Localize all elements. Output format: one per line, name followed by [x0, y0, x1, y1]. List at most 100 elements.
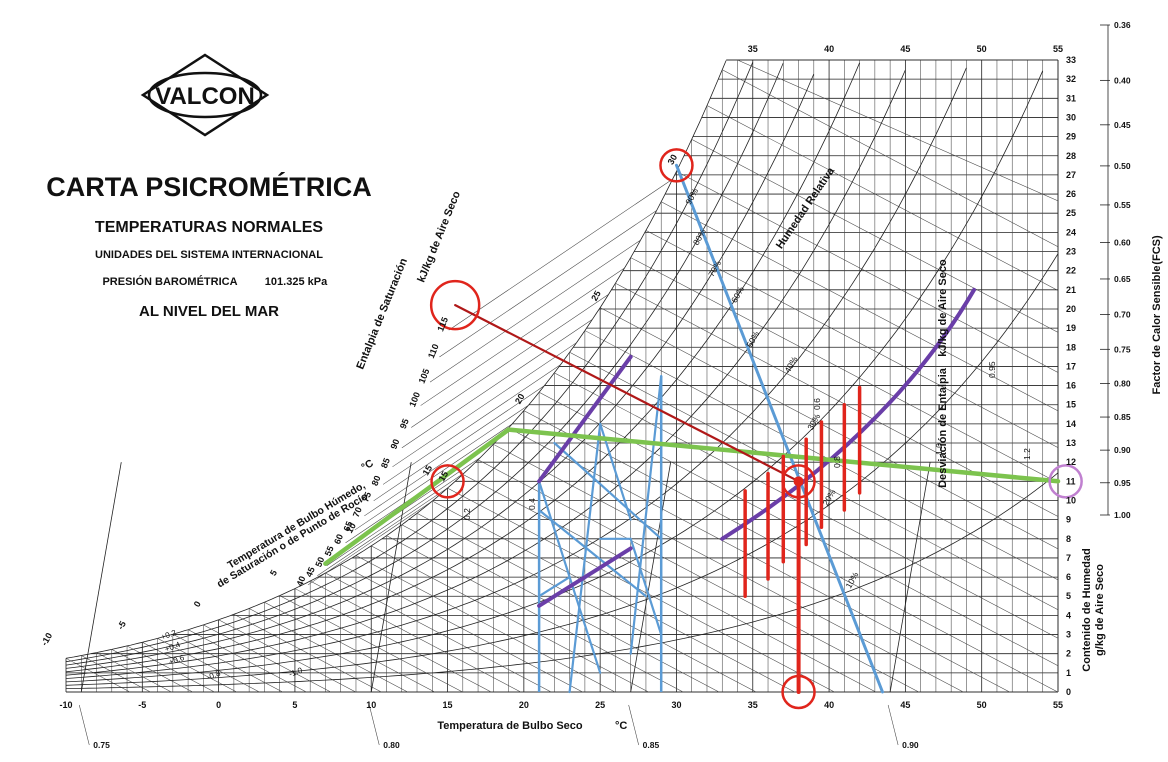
- rh-curve: [65, 61, 754, 663]
- y-tick-label: 24: [1066, 227, 1076, 237]
- y-tick-label: 29: [1066, 132, 1076, 142]
- epsilon-label: 0.6: [812, 398, 822, 410]
- rh-label: 60%: [729, 284, 746, 304]
- volume-scale-tick: [628, 704, 639, 746]
- purple-line: [720, 287, 977, 541]
- y-tick-label: 9: [1066, 515, 1071, 525]
- volume-tick-label: 0.80: [383, 740, 400, 750]
- shr-tick-label: 0.45: [1114, 120, 1131, 130]
- blue-cross-line: [568, 422, 602, 694]
- x-tick-label: 40: [824, 700, 834, 710]
- highlight-circle-red: [659, 148, 694, 183]
- wetbulb-line: [172, 633, 283, 693]
- y-tick-label: 18: [1066, 342, 1076, 352]
- highlight-circle-red: [429, 279, 481, 331]
- enthalpy-scale-line: [317, 487, 449, 576]
- volume-line: [80, 462, 122, 693]
- enthalpy-scale-line: [382, 364, 561, 485]
- x-tick-label: 0: [216, 700, 221, 710]
- shr-tick-label: 0.50: [1114, 161, 1131, 171]
- enthalpy-dev-title: Desviación de Entalpia: [937, 367, 949, 488]
- enthalpy-tick-label: 90: [388, 438, 401, 451]
- enthalpy-scale-line: [439, 210, 657, 358]
- shr-tick-label: 0.80: [1114, 378, 1131, 388]
- shr-tick-label: 0.95: [1114, 478, 1131, 488]
- enthalpy-tick-label: 85: [379, 457, 392, 470]
- wetbulb-line: [722, 69, 1059, 247]
- enthalpy-tick-label: 95: [398, 417, 411, 430]
- y-tick-label: 17: [1066, 361, 1076, 371]
- level-label: AL NIVEL DEL MAR: [139, 303, 279, 320]
- wetbulb-line: [462, 474, 876, 693]
- x-tick-label: 35: [748, 700, 758, 710]
- y-tick-label: 20: [1066, 304, 1076, 314]
- wetbulb-tick-label: 15: [421, 463, 435, 477]
- green-line: [323, 427, 1061, 566]
- wetbulb-axis-unit: °C: [359, 457, 376, 474]
- wetbulb-line: [294, 588, 492, 693]
- wetbulb-line: [661, 201, 1059, 412]
- wetbulb-line: [615, 283, 1059, 517]
- wetbulb-tick-label: 10: [344, 521, 358, 535]
- wetbulb-line: [630, 257, 1059, 484]
- shr-tick-label: 0.65: [1114, 274, 1131, 284]
- blue-cross-line: [629, 374, 663, 655]
- red-line: [454, 304, 800, 483]
- chart-labels: 40455055606570758085909510010511011510%2…: [39, 20, 1131, 750]
- wetbulb-line: [432, 500, 795, 693]
- y-tick-label: 25: [1066, 208, 1076, 218]
- shr-tick-label: 0.90: [1114, 445, 1131, 455]
- enthalpy-tick-label: 70: [351, 506, 364, 519]
- rh-curve: [65, 62, 860, 673]
- rh-curve: [65, 73, 815, 669]
- wetbulb-line: [371, 545, 649, 693]
- enthalpy-tick-label: 45: [304, 565, 317, 578]
- wetbulb-axis-title-2: de Saturación o de Punto de Rocío: [215, 491, 370, 591]
- blue-cross-line: [538, 480, 571, 579]
- enthalpy-tick-label: 100: [407, 391, 422, 409]
- rh-curve: [65, 253, 1059, 686]
- epsilon-label: 0.95: [987, 361, 997, 378]
- wetbulb-tick-label: 5: [268, 568, 279, 577]
- enthalpy-tick-label: 50: [313, 555, 326, 568]
- y-axis-title: Contenido de Humedad: [1081, 548, 1093, 671]
- y-tick-label: 32: [1066, 74, 1076, 84]
- wetbulb-line: [737, 59, 1059, 202]
- wetbulb-line: [187, 629, 307, 693]
- wetbulb-line: [249, 608, 408, 693]
- rh-curve: [65, 67, 967, 679]
- enthalpy-tick-label: 105: [417, 367, 432, 385]
- enthalpy-tick-label: 40: [295, 575, 308, 588]
- y-tick-label: 22: [1066, 266, 1076, 276]
- wetbulb-line: [691, 139, 1059, 333]
- blue-process-line: [675, 163, 884, 694]
- wetbulb-line: [264, 602, 435, 693]
- epsilon-label: 0.8: [832, 456, 842, 468]
- y-tick-label: 4: [1066, 610, 1071, 620]
- x-top-tick-label: 50: [977, 44, 987, 54]
- blue-cross-line: [568, 576, 602, 674]
- wetbulb-line: [508, 427, 1010, 693]
- y-tick-label: 21: [1066, 285, 1076, 295]
- units-label: UNIDADES DEL SISTEMA INTERNACIONAL: [95, 249, 323, 261]
- enthalpy-tick-label: 75: [360, 491, 373, 504]
- shr-tick-label: 0.36: [1114, 20, 1131, 30]
- y-tick-label: 27: [1066, 170, 1076, 180]
- chart-annotations: [323, 148, 1083, 710]
- y-tick-label: 19: [1066, 323, 1076, 333]
- y-tick-label: 10: [1066, 495, 1076, 505]
- y-tick-label: 1: [1066, 668, 1071, 678]
- wetbulb-tick-label: -10: [39, 631, 54, 647]
- y-tick-label: 2: [1066, 649, 1071, 659]
- epsilon-label: 1.2: [1022, 448, 1032, 460]
- y-tick-label: 13: [1066, 438, 1076, 448]
- blue-cross-line: [553, 441, 663, 540]
- volume-scale-tick: [887, 704, 899, 746]
- y-tick-label: 11: [1066, 476, 1076, 486]
- rh-curve: [65, 472, 1059, 689]
- wetbulb-line: [325, 572, 552, 693]
- x-tick-label: 55: [1053, 700, 1063, 710]
- shr-tick-label: 0.75: [1114, 344, 1131, 354]
- enthalpy-scale-line: [411, 294, 609, 428]
